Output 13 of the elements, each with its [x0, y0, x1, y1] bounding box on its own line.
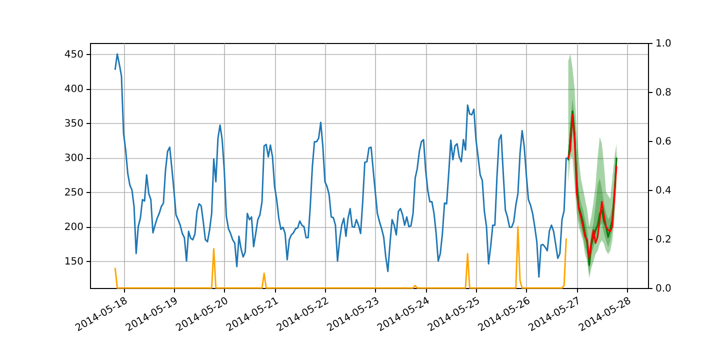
- y2-tick-label: 0.4: [656, 186, 672, 196]
- y-tick-label: 200: [64, 222, 84, 234]
- y-tick-label: 250: [64, 188, 84, 199]
- y-tick-label: 400: [64, 84, 84, 96]
- y2-tick-label: 1.0: [656, 38, 672, 50]
- y-tick-label: 350: [64, 118, 84, 130]
- y2-tick-label: 0.2: [656, 234, 672, 246]
- y2-tick-label: 0.0: [656, 284, 672, 294]
- y-tick-label: 150: [64, 256, 84, 268]
- y2-tick-label: 0.6: [656, 136, 672, 148]
- y-tick-label: 300: [64, 153, 84, 164]
- y2-tick-label: 0.8: [656, 88, 672, 98]
- y-tick-label: 450: [64, 50, 84, 61]
